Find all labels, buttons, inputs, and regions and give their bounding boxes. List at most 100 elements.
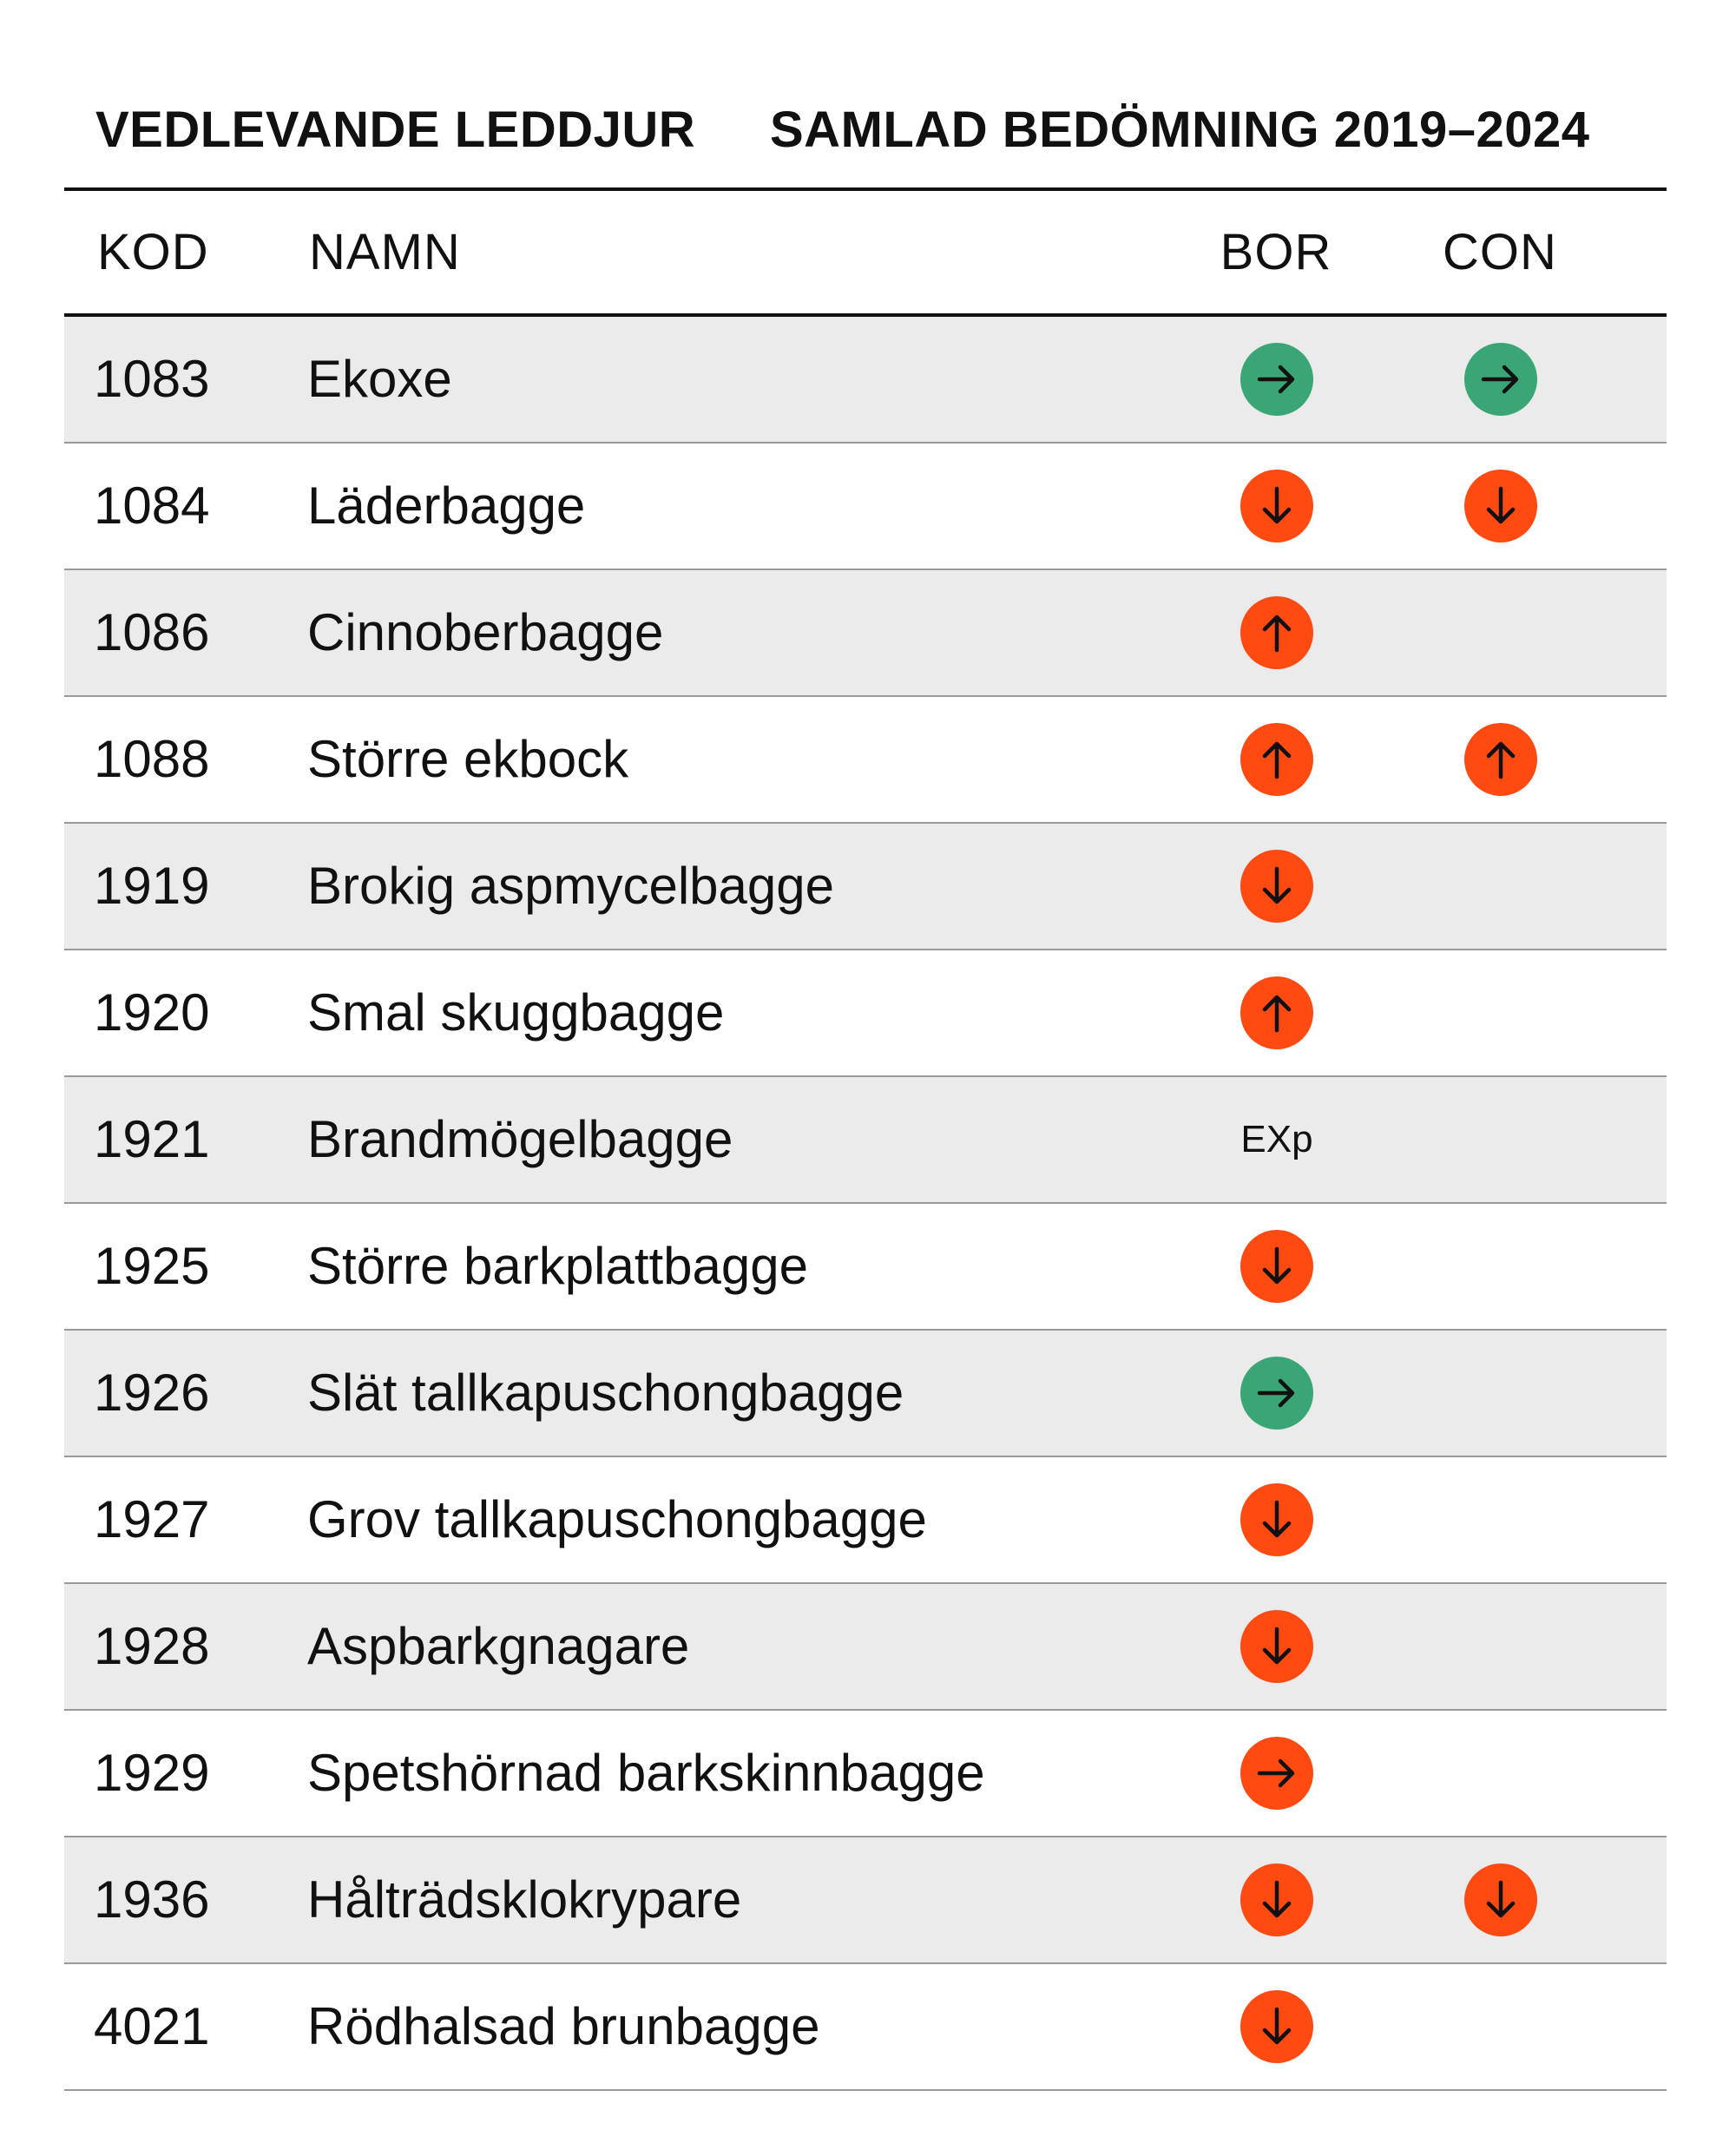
cell-namn: Brandmögelbagge — [307, 1110, 733, 1168]
cell-con — [1462, 697, 1540, 822]
column-header-namn: NAMN — [309, 224, 461, 280]
cell-namn: Större barkplattbagge — [307, 1237, 809, 1295]
cell-con — [1462, 1837, 1540, 1962]
column-header-kod: KOD — [97, 224, 209, 280]
cell-kod: 4021 — [94, 1997, 210, 2055]
cell-kod: 1926 — [94, 1364, 210, 1422]
column-header-bor: BOR — [1220, 224, 1332, 280]
table-row: 1920 Smal skuggbagge — [64, 950, 1667, 1077]
cell-bor — [1238, 950, 1316, 1075]
cell-kod: 1936 — [94, 1870, 210, 1929]
arrow-down-icon — [1240, 850, 1313, 923]
cell-namn: Större ekbock — [307, 730, 629, 788]
cell-bor — [1238, 697, 1316, 822]
cell-kod: 1084 — [94, 477, 210, 535]
cell-namn: Spetshörnad barkskinnbagge — [307, 1744, 985, 1802]
cell-con — [1462, 1584, 1540, 1709]
arrow-right-icon — [1240, 1357, 1313, 1430]
table-row: 1086 Cinnoberbagge — [64, 570, 1667, 697]
arrow-right-icon — [1240, 343, 1313, 416]
cell-bor — [1238, 1457, 1316, 1582]
cell-bor — [1238, 1964, 1316, 2089]
table-row: 1936 Hålträdsklokrypare — [64, 1837, 1667, 1964]
cell-bor — [1238, 1711, 1316, 1836]
cell-namn: Grov tallkapuschongbagge — [307, 1490, 927, 1548]
cell-con — [1462, 1457, 1540, 1582]
arrow-up-icon — [1240, 596, 1313, 669]
cell-kod: 1928 — [94, 1617, 210, 1675]
table-header: KOD NAMN BOR CON — [64, 191, 1667, 313]
arrow-down-icon — [1240, 1483, 1313, 1556]
cell-con — [1462, 950, 1540, 1075]
cell-con — [1462, 1711, 1540, 1836]
cell-con — [1462, 1331, 1540, 1456]
cell-namn: Läderbagge — [307, 477, 586, 535]
cell-bor — [1238, 1331, 1316, 1456]
cell-con — [1462, 1204, 1540, 1329]
table-row: 1919 Brokig aspmycelbagge — [64, 824, 1667, 950]
table-row: 1926 Slät tallkapuschongbagge — [64, 1331, 1667, 1457]
arrow-down-icon — [1240, 1230, 1313, 1303]
cell-namn: Rödhalsad brunbagge — [307, 1997, 820, 2055]
cell-kod: 1083 — [94, 350, 210, 408]
table-body: 1083 Ekoxe 1084 Läderbagge 1086 Cinnoberbagge… — [64, 317, 1667, 2091]
cell-namn: Hålträdsklokrypare — [307, 1870, 742, 1929]
arrow-down-icon — [1464, 1863, 1537, 1936]
table-row: 4021 Rödhalsad brunbagge — [64, 1964, 1667, 2091]
cell-kod: 1919 — [94, 857, 210, 915]
cell-namn: Ekoxe — [307, 350, 452, 408]
cell-kod: 1927 — [94, 1490, 210, 1548]
table-row: 1084 Läderbagge — [64, 444, 1667, 570]
table-row: 1925 Större barkplattbagge — [64, 1204, 1667, 1331]
arrow-up-icon — [1240, 723, 1313, 796]
arrow-down-icon — [1240, 470, 1313, 542]
table-row: 1921 Brandmögelbagge EXp — [64, 1077, 1667, 1204]
cell-con — [1462, 1077, 1540, 1202]
table-row: 1929 Spetshörnad barkskinnbagge — [64, 1711, 1667, 1837]
arrow-down-icon — [1464, 470, 1537, 542]
page-title: VEDLEVANDE LEDDJUR — [95, 102, 696, 158]
cell-bor — [1238, 1584, 1316, 1709]
arrow-down-icon — [1240, 1990, 1313, 2063]
table-row: 1927 Grov tallkapuschongbagge — [64, 1457, 1667, 1584]
cell-con — [1462, 570, 1540, 695]
cell-kod: 1929 — [94, 1744, 210, 1802]
status-text: EXp — [1240, 1118, 1313, 1160]
cell-bor — [1238, 1837, 1316, 1962]
assessment-subtitle: SAMLAD BEDÖMNING 2019–2024 — [770, 102, 1590, 158]
arrow-up-icon — [1240, 976, 1313, 1049]
arrow-down-icon — [1240, 1863, 1313, 1936]
arrow-right-icon — [1240, 1737, 1313, 1810]
cell-bor — [1238, 824, 1316, 949]
table-row: 1083 Ekoxe — [64, 317, 1667, 444]
table-row: 1928 Aspbarkgnagare — [64, 1584, 1667, 1711]
cell-con — [1462, 824, 1540, 949]
cell-con — [1462, 444, 1540, 569]
cell-bor — [1238, 444, 1316, 569]
cell-bor — [1238, 1204, 1316, 1329]
cell-kod: 1921 — [94, 1110, 210, 1168]
table-row: 1088 Större ekbock — [64, 697, 1667, 824]
cell-bor — [1238, 570, 1316, 695]
cell-namn: Aspbarkgnagare — [307, 1617, 690, 1675]
cell-bor — [1238, 317, 1316, 442]
cell-namn: Cinnoberbagge — [307, 603, 664, 661]
header-rule — [64, 313, 1667, 317]
column-header-con: CON — [1443, 224, 1557, 280]
cell-bor: EXp — [1238, 1077, 1316, 1202]
top-rule — [64, 187, 1667, 191]
cell-kod: 1925 — [94, 1237, 210, 1295]
arrow-up-icon — [1464, 723, 1537, 796]
cell-namn: Brokig aspmycelbagge — [307, 857, 835, 915]
arrow-down-icon — [1240, 1610, 1313, 1683]
title-row: VEDLEVANDE LEDDJUR SAMLAD BEDÖMNING 2019… — [95, 95, 1658, 165]
cell-kod: 1088 — [94, 730, 210, 788]
cell-namn: Slät tallkapuschongbagge — [307, 1364, 904, 1422]
cell-con — [1462, 317, 1540, 442]
cell-kod: 1920 — [94, 983, 210, 1042]
cell-con — [1462, 1964, 1540, 2089]
arrow-right-icon — [1464, 343, 1537, 416]
cell-namn: Smal skuggbagge — [307, 983, 725, 1042]
cell-kod: 1086 — [94, 603, 210, 661]
